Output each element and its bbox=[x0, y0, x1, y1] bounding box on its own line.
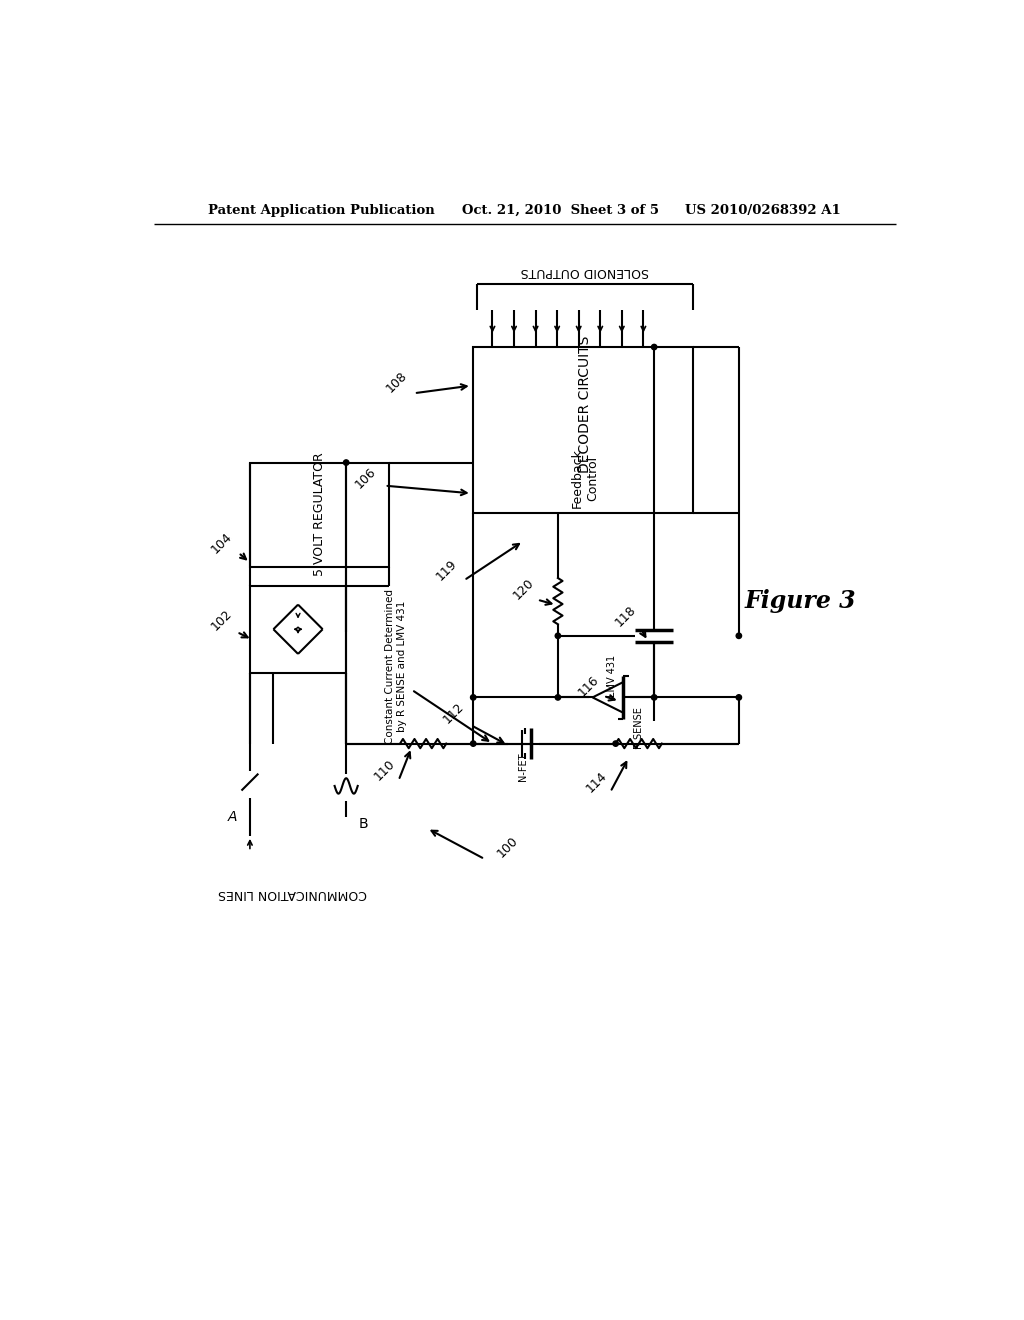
Bar bbox=[250, 586, 346, 673]
Text: SOLENOID OUTPUTS: SOLENOID OUTPUTS bbox=[520, 265, 649, 279]
Text: 114: 114 bbox=[584, 770, 609, 795]
Circle shape bbox=[613, 741, 618, 746]
Circle shape bbox=[470, 694, 476, 700]
Circle shape bbox=[555, 634, 560, 639]
Circle shape bbox=[343, 459, 349, 465]
Text: 104: 104 bbox=[209, 531, 234, 557]
Text: 120: 120 bbox=[510, 577, 537, 603]
Circle shape bbox=[736, 694, 741, 700]
Text: Feedback
Control: Feedback Control bbox=[570, 447, 599, 508]
Text: A: A bbox=[228, 809, 238, 824]
Text: R SENSE: R SENSE bbox=[634, 708, 644, 750]
Text: DECODER CIRCUITS: DECODER CIRCUITS bbox=[578, 337, 592, 474]
Circle shape bbox=[651, 694, 656, 700]
Text: Patent Application Publication: Patent Application Publication bbox=[208, 205, 434, 218]
Text: 106: 106 bbox=[352, 465, 379, 491]
Circle shape bbox=[736, 634, 741, 639]
Text: 100: 100 bbox=[495, 834, 521, 861]
Text: 118: 118 bbox=[612, 603, 639, 630]
Bar bbox=[473, 347, 692, 512]
Text: COMMUNICATION LINES: COMMUNICATION LINES bbox=[218, 887, 367, 900]
Text: 110: 110 bbox=[372, 758, 397, 784]
Text: 108: 108 bbox=[383, 368, 410, 395]
Circle shape bbox=[555, 694, 560, 700]
Text: 112: 112 bbox=[441, 700, 467, 726]
Text: Constant Current Determined
by R SENSE and LMV 431: Constant Current Determined by R SENSE a… bbox=[385, 589, 407, 744]
Text: 5 VOLT REGULATOR: 5 VOLT REGULATOR bbox=[312, 453, 326, 576]
Text: 102: 102 bbox=[209, 607, 234, 634]
Text: Figure 3: Figure 3 bbox=[744, 589, 856, 614]
Text: 119: 119 bbox=[433, 557, 459, 583]
Bar bbox=[250, 462, 388, 566]
Text: 116: 116 bbox=[575, 673, 602, 698]
Text: US 2010/0268392 A1: US 2010/0268392 A1 bbox=[685, 205, 841, 218]
Circle shape bbox=[470, 741, 476, 746]
Text: LMV 431: LMV 431 bbox=[607, 655, 616, 697]
Circle shape bbox=[651, 345, 656, 350]
Text: B: B bbox=[358, 817, 368, 832]
Text: Oct. 21, 2010  Sheet 3 of 5: Oct. 21, 2010 Sheet 3 of 5 bbox=[462, 205, 658, 218]
Text: N-FET: N-FET bbox=[518, 752, 528, 781]
